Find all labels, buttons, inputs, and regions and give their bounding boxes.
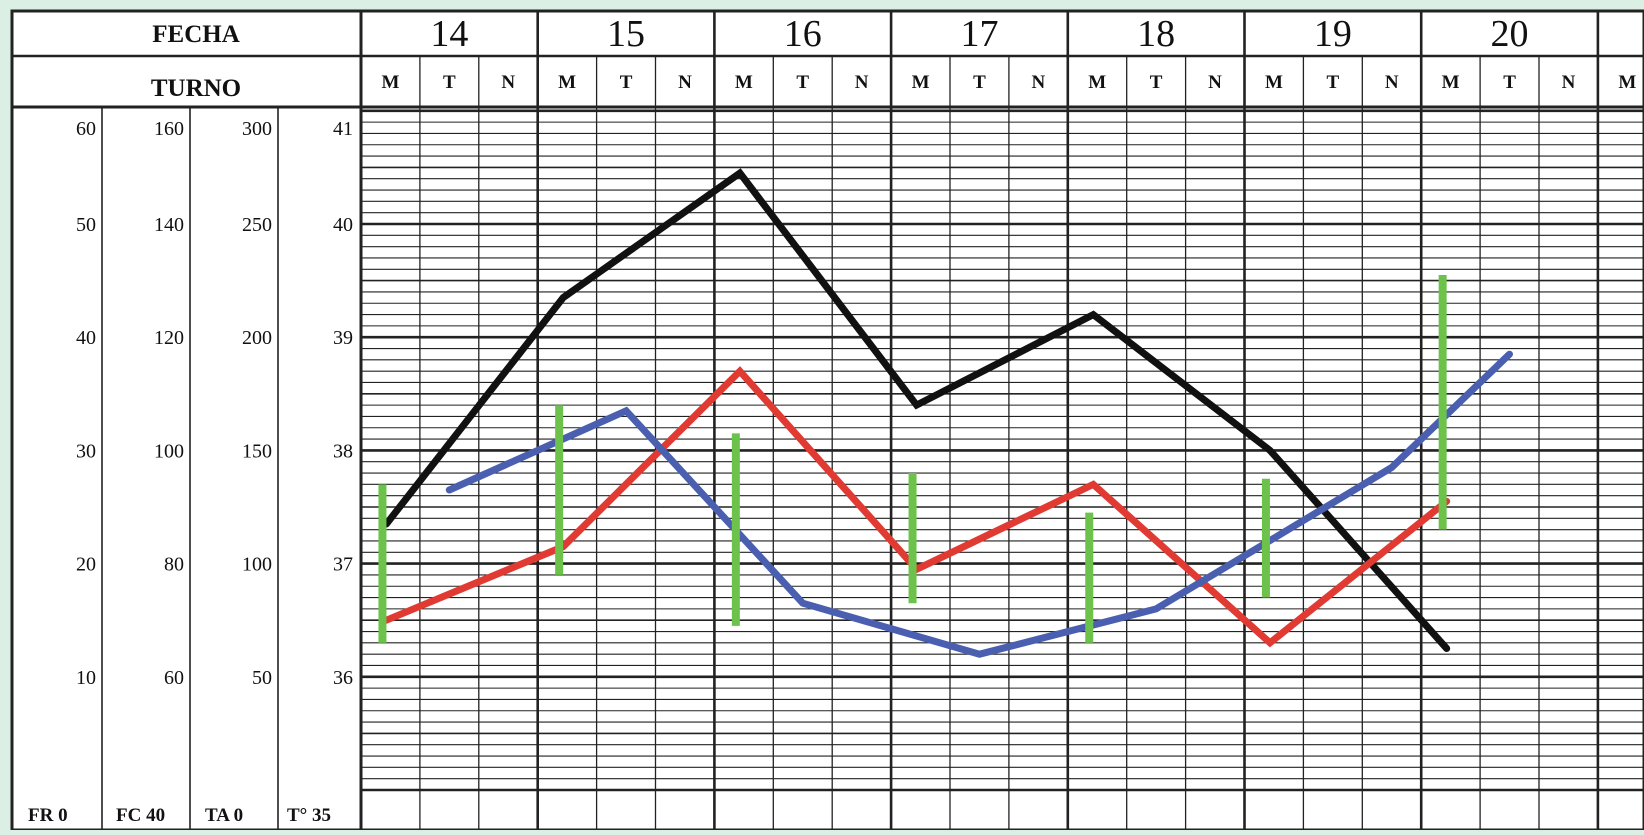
axis-base-label: FC 40 bbox=[116, 805, 165, 826]
axis-tick-label: 30 bbox=[76, 440, 96, 462]
fecha-label: FECHA bbox=[152, 21, 240, 48]
axis-base-label: T° 35 bbox=[287, 805, 331, 826]
shift-label: N bbox=[1031, 72, 1045, 93]
shift-label: N bbox=[678, 72, 692, 93]
turno-label: TURNO bbox=[151, 75, 241, 102]
day-label: 14 bbox=[430, 13, 468, 55]
axis-tick-label: 10 bbox=[76, 667, 96, 689]
axis-tick-label: 100 bbox=[242, 554, 272, 576]
shift-label: M bbox=[1088, 72, 1106, 93]
shift-label: N bbox=[501, 72, 515, 93]
day-label: 15 bbox=[607, 13, 645, 55]
shift-label: T bbox=[1150, 72, 1163, 93]
series-layer bbox=[378, 168, 1513, 658]
axis-tick-label: 41 bbox=[333, 118, 353, 140]
shift-label: N bbox=[1208, 72, 1222, 93]
axis-tick-label: 60 bbox=[76, 118, 96, 140]
shift-label: M bbox=[558, 72, 576, 93]
shift-label: M bbox=[381, 72, 399, 93]
axis-tick-label: 40 bbox=[76, 327, 96, 349]
red-series-line bbox=[382, 366, 1451, 648]
axis-tick-label: 100 bbox=[154, 440, 184, 462]
header-layer: FECHA TURNO 14 15 16 17 18 19 20 M T N M T N M T N M T N M T… bbox=[151, 13, 1637, 102]
axis-layer: 60 50 40 30 20 10 160 140 120 100 80 60 300 250 200 150… bbox=[28, 118, 353, 826]
shift-label: N bbox=[1385, 72, 1399, 93]
day-label: 17 bbox=[960, 13, 998, 55]
axis-tick-label: 160 bbox=[154, 118, 184, 140]
shift-label: M bbox=[1618, 72, 1636, 93]
axis-base-label: TA 0 bbox=[205, 805, 243, 826]
shift-label: M bbox=[735, 72, 753, 93]
axis-tick-label: 120 bbox=[154, 327, 184, 349]
shift-label: T bbox=[1503, 72, 1516, 93]
axis-tick-label: 50 bbox=[76, 214, 96, 236]
shift-label: M bbox=[1265, 72, 1283, 93]
shift-label: T bbox=[620, 72, 633, 93]
blue-series-line bbox=[445, 350, 1513, 658]
shift-label: M bbox=[1442, 72, 1460, 93]
axis-tick-label: 50 bbox=[252, 667, 272, 689]
axis-tick-label: 20 bbox=[76, 554, 96, 576]
shift-label: T bbox=[443, 72, 456, 93]
axis-tick-label: 40 bbox=[333, 214, 353, 236]
chart-paper bbox=[12, 11, 1644, 830]
day-label: 18 bbox=[1137, 13, 1175, 55]
day-label: 20 bbox=[1491, 13, 1529, 55]
axis-tick-label: 38 bbox=[333, 440, 353, 462]
axis-tick-label: 140 bbox=[154, 214, 184, 236]
axis-tick-label: 60 bbox=[164, 667, 184, 689]
axis-base-label: FR 0 bbox=[28, 805, 68, 826]
day-label: 16 bbox=[784, 13, 822, 55]
axis-tick-label: 200 bbox=[242, 327, 272, 349]
axis-tick-label: 39 bbox=[333, 327, 353, 349]
black-series-line bbox=[382, 168, 1451, 652]
axis-tick-label: 300 bbox=[242, 118, 272, 140]
axis-tick-label: 250 bbox=[242, 214, 272, 236]
shift-label: N bbox=[1562, 72, 1576, 93]
shift-label: M bbox=[912, 72, 930, 93]
day-label: 19 bbox=[1314, 13, 1352, 55]
axis-tick-label: 80 bbox=[164, 554, 184, 576]
shift-label: T bbox=[1327, 72, 1340, 93]
axis-tick-label: 37 bbox=[333, 554, 353, 576]
shift-label: N bbox=[855, 72, 869, 93]
shift-label: T bbox=[796, 72, 809, 93]
axis-tick-label: 36 bbox=[333, 667, 353, 689]
axis-tick-label: 150 bbox=[242, 440, 272, 462]
shift-label: T bbox=[973, 72, 986, 93]
